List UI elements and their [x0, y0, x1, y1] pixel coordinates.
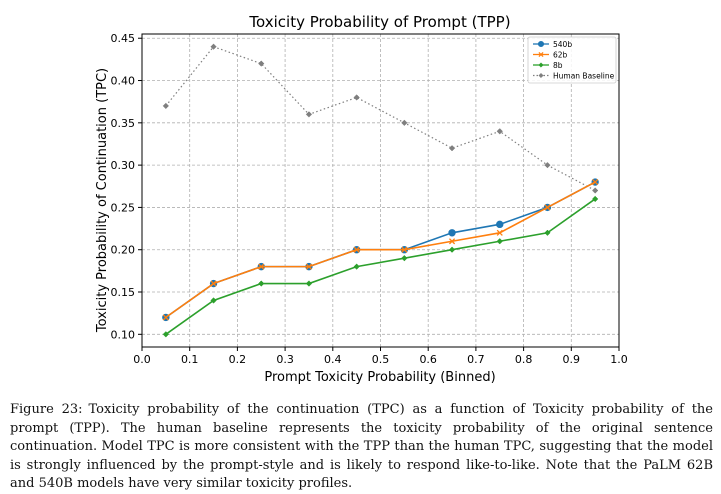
series-line-human-baseline: [165, 45, 596, 192]
data-point-8b: [258, 280, 265, 287]
x-tick-label: 0.6: [419, 353, 437, 366]
data-point-540b: [448, 229, 456, 237]
data-point-8b: [591, 195, 599, 203]
data-point-62b: [496, 229, 503, 236]
data-point-62b: [353, 246, 360, 253]
series-human-baseline: [162, 43, 599, 194]
y-tick-label: 0.30: [111, 159, 136, 172]
series-line-8b: [165, 198, 596, 335]
data-point-62b: [162, 314, 169, 321]
series-8b: [162, 195, 599, 338]
data-point-human-baseline: [448, 145, 456, 152]
legend-label-human-baseline: Human Baseline: [553, 72, 615, 81]
data-point-8b: [162, 331, 170, 338]
figure-caption: Figure 23: Toxicity probability of the co…: [10, 401, 713, 494]
data-point-8b: [305, 280, 313, 287]
data-point-8b: [401, 255, 408, 262]
legend-marker-8b: [538, 62, 544, 68]
data-point-62b: [592, 178, 599, 186]
data-point-human-baseline: [591, 187, 599, 194]
data-point-62b: [544, 204, 551, 211]
data-point-62b: [305, 263, 313, 270]
data-point-8b: [210, 297, 217, 304]
data-point-human-baseline: [305, 111, 313, 118]
data-point-62b: [210, 280, 217, 287]
data-point-8b: [448, 246, 456, 253]
data-point-human-baseline: [544, 161, 551, 169]
figure-label: Figure 23:: [10, 402, 83, 417]
chart-title: Toxicity Probability of Prompt (TPP): [248, 13, 510, 31]
y-tick-label: 0.25: [111, 201, 136, 214]
x-tick-label: 0.2: [229, 353, 247, 366]
data-point-human-baseline: [162, 102, 170, 110]
series-line-62b: [165, 181, 596, 319]
data-point-62b: [448, 238, 456, 245]
x-tick-label: 0.1: [181, 353, 199, 366]
y-tick-label: 0.15: [111, 286, 136, 299]
x-tick-label: 0.7: [467, 353, 485, 366]
legend-box: [527, 36, 617, 84]
x-tick-label: 0.3: [276, 353, 294, 366]
legend-label-62b: 62b: [553, 51, 568, 60]
y-tick-label: 0.20: [111, 244, 136, 257]
y-tick-label: 0.40: [111, 75, 136, 88]
x-tick-label: 1.0: [610, 353, 628, 366]
legend-marker-human-baseline: [538, 72, 544, 79]
series-layer: [162, 43, 599, 338]
data-point-8b: [353, 263, 360, 270]
data-point-62b: [258, 263, 265, 270]
legend-label-540b: 540b: [553, 40, 572, 49]
legend-marker-540b: [537, 40, 545, 48]
legend-label-8b: 8b: [553, 61, 563, 70]
data-point-human-baseline: [210, 43, 217, 50]
data-point-62b: [401, 246, 408, 253]
chart-container: Toxicity Probability of Prompt (TPP) Pro…: [95, 13, 628, 385]
legend-marker-62b: [538, 51, 544, 58]
y-tick-label: 0.35: [111, 117, 136, 130]
data-point-8b: [544, 229, 551, 236]
data-point-8b: [496, 238, 503, 245]
y-axis-label: Toxicity Probability of Continuation (TP…: [95, 68, 110, 333]
data-point-human-baseline: [353, 94, 360, 101]
caption-text: Toxicity probability of the continuation…: [10, 402, 713, 491]
x-axis-label: Prompt Toxicity Probability (Binned): [264, 370, 495, 385]
series-62b: [162, 178, 599, 321]
x-tick-label: 0.8: [515, 353, 533, 366]
x-tick-label: 0.0: [133, 353, 151, 366]
x-tick-label: 0.9: [563, 353, 581, 366]
x-tick-label: 0.5: [372, 353, 390, 366]
data-point-540b: [496, 220, 504, 229]
toxicity-chart: Toxicity Probability of Prompt (TPP) Pro…: [95, 13, 628, 385]
axis-ticks: 0.0 0.1 0.2 0.3 0.4 0.5 0.6 0.7 0.8 0.9 1.0 0.10 0.1…: [111, 32, 628, 366]
x-tick-label: 0.4: [324, 353, 342, 366]
y-tick-label: 0.45: [111, 32, 136, 45]
y-tick-label: 0.10: [111, 328, 136, 341]
data-point-human-baseline: [496, 128, 503, 135]
data-point-human-baseline: [258, 60, 265, 67]
data-point-human-baseline: [401, 119, 408, 126]
